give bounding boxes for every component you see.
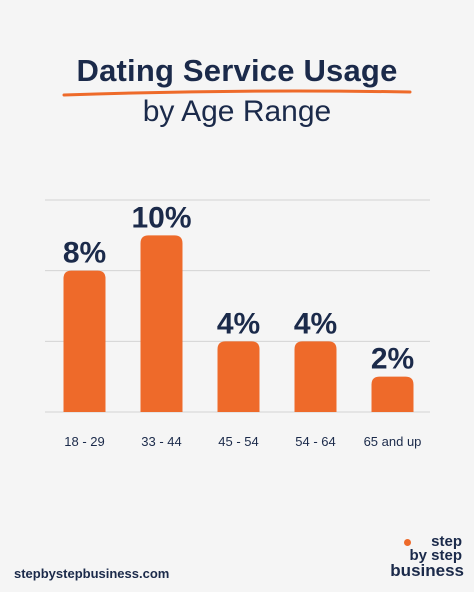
x-tick-label-2: 45 - 54 xyxy=(218,434,258,449)
bar-3 xyxy=(294,341,337,412)
data-label-2: 4% xyxy=(217,307,260,340)
logo-line-1: step xyxy=(431,533,462,550)
x-tick-label-4: 65 and up xyxy=(364,434,422,449)
x-tick-label-1: 33 - 44 xyxy=(141,434,181,449)
data-label-0: 8% xyxy=(63,237,106,270)
logo-dot-icon xyxy=(404,539,411,546)
chart-subtitle: by Age Range xyxy=(142,95,332,128)
data-label-4: 2% xyxy=(371,343,414,376)
x-tick-label-0: 18 - 29 xyxy=(64,434,104,449)
bar-0 xyxy=(63,270,106,412)
data-label-1: 10% xyxy=(131,201,191,234)
chart-title: Dating Service Usage xyxy=(76,53,398,88)
bar-2 xyxy=(217,341,260,412)
brand-logo: step by step business xyxy=(390,533,464,585)
x-tick-label-3: 54 - 64 xyxy=(295,434,335,449)
logo-line-3: business xyxy=(390,561,464,580)
brand-url[interactable]: stepbystepbusiness.com xyxy=(14,566,170,581)
title-underline xyxy=(62,89,412,97)
bar-1 xyxy=(140,235,183,412)
chart-header: Dating Service Usage by Age Range xyxy=(0,52,474,130)
bar-4 xyxy=(371,376,414,412)
data-label-3: 4% xyxy=(294,307,337,340)
logo-line-2: by step xyxy=(409,547,462,564)
